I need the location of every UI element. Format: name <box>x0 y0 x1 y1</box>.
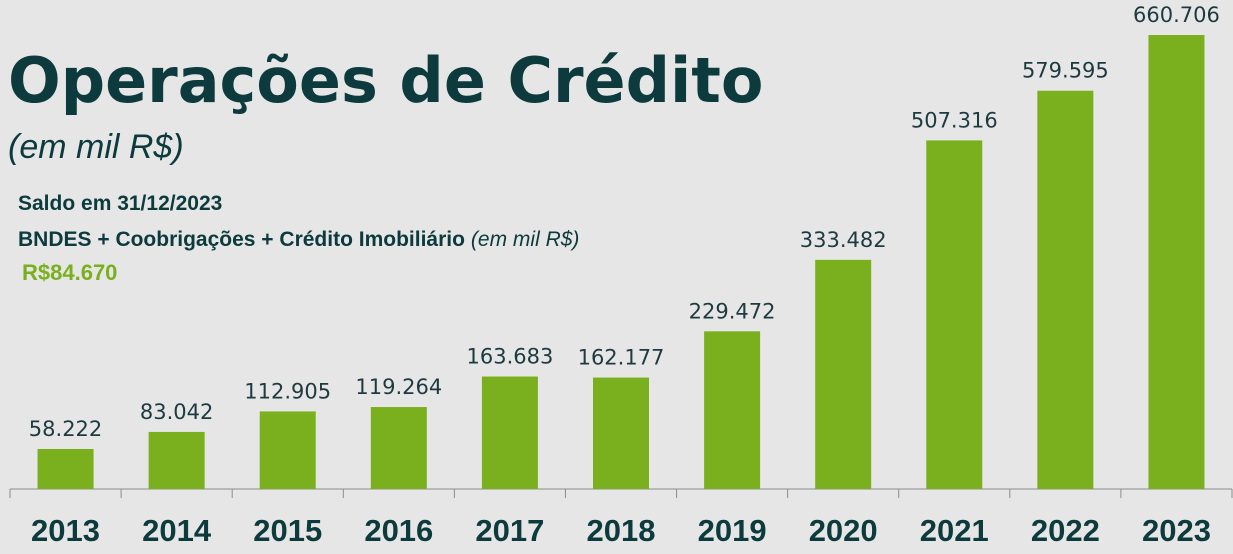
bar <box>926 140 983 489</box>
note-text: BNDES + Coobrigações + Crédito Imobiliár… <box>18 228 579 251</box>
value-label: 58.222 <box>29 417 102 441</box>
bar <box>1037 90 1094 489</box>
chart-title: Operações de Crédito <box>8 44 763 117</box>
note-text-main: BNDES + Coobrigações + Crédito Imobiliár… <box>18 228 465 251</box>
bar <box>815 259 872 489</box>
note-heading: Saldo em 31/12/2023 <box>18 192 222 215</box>
x-tick-label: 2017 <box>475 513 544 548</box>
bar <box>593 377 649 489</box>
x-tick-label: 2022 <box>1031 513 1100 548</box>
bar <box>370 407 427 489</box>
chart-subtitle: (em mil R$) <box>8 128 184 166</box>
bar <box>259 411 316 489</box>
value-label: 507.316 <box>911 108 998 132</box>
value-label: 112.905 <box>244 379 331 403</box>
x-tick-label: 2021 <box>920 513 989 548</box>
value-label: 163.683 <box>466 345 553 369</box>
bar <box>704 331 761 489</box>
value-label: 579.595 <box>1022 59 1109 83</box>
note-amount: R$84.670 <box>22 260 117 285</box>
x-tick-label: 2020 <box>809 513 878 548</box>
x-tick-label: 2019 <box>698 513 767 548</box>
bar <box>481 376 538 489</box>
x-tick-label: 2016 <box>364 513 433 548</box>
value-label: 119.264 <box>355 375 442 399</box>
x-tick-label: 2018 <box>587 513 656 548</box>
value-label: 229.472 <box>689 299 776 323</box>
x-tick-label: 2015 <box>253 513 322 548</box>
value-label: 333.482 <box>800 228 887 252</box>
bar <box>1148 35 1205 489</box>
bar <box>37 448 94 489</box>
x-tick-label: 2014 <box>142 513 212 548</box>
x-tick-label: 2023 <box>1142 513 1211 548</box>
x-tick-label: 2013 <box>31 513 100 548</box>
value-label: 162.177 <box>578 346 665 370</box>
bar <box>148 431 205 489</box>
value-label: 660.706 <box>1133 3 1220 27</box>
note-unit: (em mil R$) <box>471 228 580 251</box>
value-label: 83.042 <box>140 400 213 424</box>
